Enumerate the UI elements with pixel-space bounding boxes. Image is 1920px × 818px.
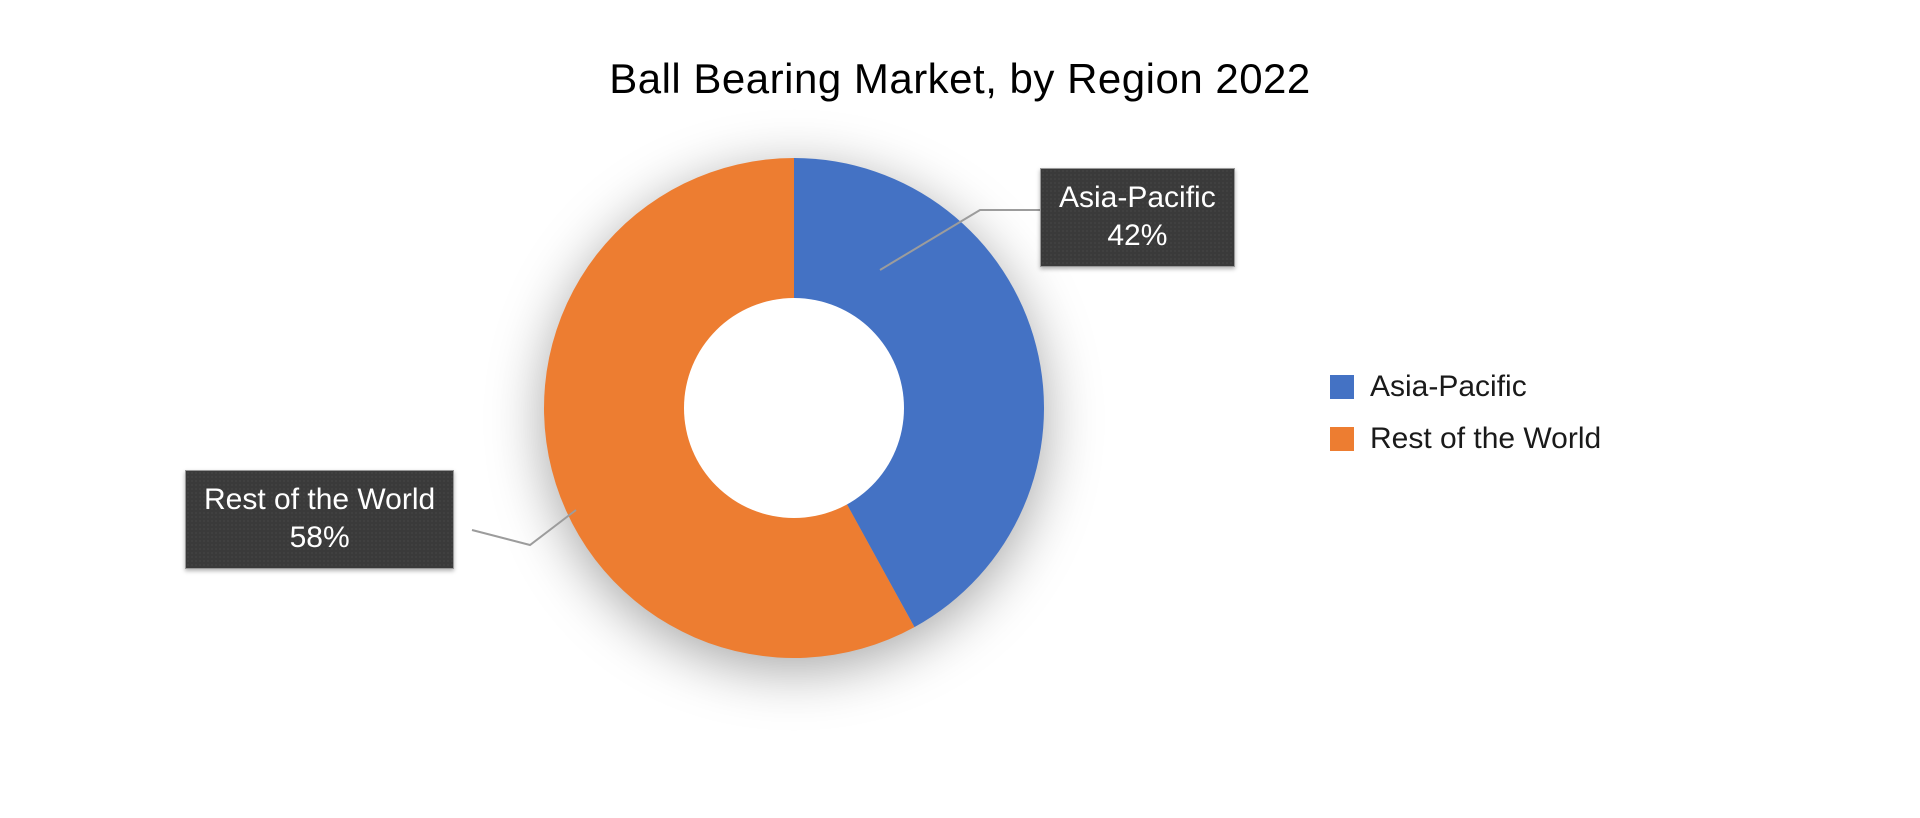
callout-rest-of-world: Rest of the World 58% [185, 470, 454, 569]
chart-title: Ball Bearing Market, by Region 2022 [609, 55, 1311, 103]
legend: Asia-Pacific Rest of the World [1330, 370, 1601, 474]
callout-label: Rest of the World [204, 481, 435, 519]
donut-chart [544, 158, 1044, 658]
callout-asia-pacific: Asia-Pacific 42% [1040, 168, 1235, 267]
legend-swatch [1330, 375, 1354, 399]
legend-label: Asia-Pacific [1370, 370, 1527, 404]
donut-hole [684, 298, 904, 518]
donut-svg [544, 158, 1044, 658]
callout-label: Asia-Pacific [1059, 179, 1216, 217]
legend-label: Rest of the World [1370, 422, 1601, 456]
legend-item: Rest of the World [1330, 422, 1601, 456]
callout-percent: 42% [1059, 217, 1216, 255]
legend-item: Asia-Pacific [1330, 370, 1601, 404]
legend-swatch [1330, 427, 1354, 451]
callout-percent: 58% [204, 519, 435, 557]
